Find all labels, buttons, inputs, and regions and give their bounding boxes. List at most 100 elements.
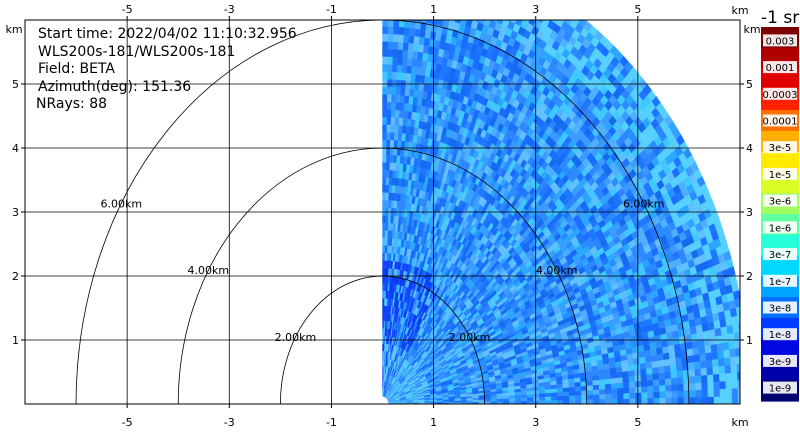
sector-cell xyxy=(415,66,422,76)
sector-cell xyxy=(695,389,703,398)
sector-cell xyxy=(452,0,459,7)
sector-cell xyxy=(474,5,481,14)
sector-cell xyxy=(469,3,476,12)
sector-cell xyxy=(409,73,416,82)
sector-cell xyxy=(689,389,697,398)
sector-cell xyxy=(724,372,732,382)
sector-cell xyxy=(551,399,558,404)
sector-cell xyxy=(736,314,740,324)
sector-cell xyxy=(622,381,630,389)
sector-cell xyxy=(708,328,716,338)
sector-cell xyxy=(653,385,660,393)
sector-cell xyxy=(562,391,570,397)
sector-cell xyxy=(744,396,750,404)
sector-cell xyxy=(705,359,713,368)
sector-cell xyxy=(611,387,618,395)
sector-cell xyxy=(546,20,556,31)
sector-cell xyxy=(440,0,447,4)
sector-cell xyxy=(550,392,558,397)
sector-cell xyxy=(470,20,479,30)
sector-cell xyxy=(538,392,546,398)
sector-cell xyxy=(647,397,655,404)
sector-cell xyxy=(501,1,509,11)
sector-cell xyxy=(663,364,671,373)
sector-cell xyxy=(508,397,516,402)
sector-cell xyxy=(731,379,739,389)
sector-cell xyxy=(695,396,703,404)
sector-cell xyxy=(628,375,636,383)
sector-cell xyxy=(592,384,600,391)
sector-cell xyxy=(544,0,553,2)
sector-cell xyxy=(593,394,600,400)
sector-cell xyxy=(725,380,733,389)
sector-cell xyxy=(483,0,491,3)
sector-cell xyxy=(423,37,431,47)
sector-cell xyxy=(741,347,748,356)
sector-cell xyxy=(402,110,408,119)
sector-cell xyxy=(569,395,576,401)
sector-cell xyxy=(695,382,703,391)
sector-cell xyxy=(651,366,659,374)
sector-cell xyxy=(641,391,648,399)
sector-cell xyxy=(514,20,523,27)
sector-cell xyxy=(720,325,728,336)
sector-cell xyxy=(426,20,433,24)
sector-cell xyxy=(569,20,579,30)
sector-cell xyxy=(725,388,733,397)
sector-cell xyxy=(629,398,636,404)
sector-cell xyxy=(539,5,547,15)
sector-cell xyxy=(716,342,724,352)
sector-cell xyxy=(419,28,426,38)
sector-cell xyxy=(574,385,582,392)
sector-cell xyxy=(658,372,666,380)
sector-cell xyxy=(687,354,695,364)
sector-cell xyxy=(556,391,564,397)
sector-cell xyxy=(547,2,555,12)
sector-cell xyxy=(737,371,740,381)
sector-cell xyxy=(545,9,553,19)
sector-cell xyxy=(403,102,409,112)
sector-cell xyxy=(647,391,654,399)
sector-cell xyxy=(407,42,414,52)
sector-cell xyxy=(465,20,473,28)
sector-cell xyxy=(508,20,510,21)
sector-cell xyxy=(676,370,684,378)
sector-cell xyxy=(503,0,511,3)
sector-cell xyxy=(562,4,571,15)
sector-cell xyxy=(665,397,673,404)
sector-cell xyxy=(711,351,719,360)
sector-cell xyxy=(530,0,538,2)
sector-cell xyxy=(659,397,666,404)
sector-cell xyxy=(730,371,738,381)
sector-cell xyxy=(563,395,570,401)
sector-cell xyxy=(401,132,406,142)
sector-cell xyxy=(664,371,672,379)
sector-cell xyxy=(412,43,419,52)
sector-cell xyxy=(699,360,707,369)
sector-cell xyxy=(459,0,466,1)
sector-cell xyxy=(617,398,624,404)
sector-cell xyxy=(641,385,648,393)
sector-cell xyxy=(622,376,630,383)
sector-cell xyxy=(669,364,677,372)
sector-cell xyxy=(482,0,490,10)
sector-cell xyxy=(563,20,573,26)
sector-cell xyxy=(735,347,740,357)
sector-cell xyxy=(622,370,629,378)
sector-cell xyxy=(616,376,624,384)
sector-cell xyxy=(488,20,497,30)
sector-cell xyxy=(405,65,412,74)
sector-cell xyxy=(717,357,725,367)
sector-cell xyxy=(569,399,576,404)
sector-cell xyxy=(721,333,729,343)
sector-cell xyxy=(605,393,612,400)
sector-cell xyxy=(712,366,720,375)
sector-cell xyxy=(420,20,427,23)
sector-cell xyxy=(610,372,617,379)
sector-cell xyxy=(694,368,702,377)
sector-cell xyxy=(719,396,727,404)
sector-cell xyxy=(514,0,522,9)
sector-cell xyxy=(737,379,740,389)
sector-cell xyxy=(413,35,420,45)
sector-cell xyxy=(715,334,723,345)
